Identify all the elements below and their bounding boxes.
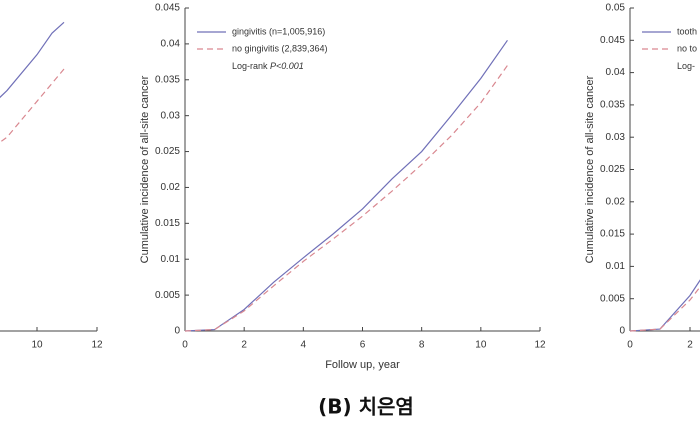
x-tick-label: 12 xyxy=(91,340,103,351)
legend-label: gingivitis (n=1,005,916) xyxy=(232,26,325,36)
y-tick-label: 0.04 xyxy=(606,67,626,78)
legend-label: no to xyxy=(677,43,697,53)
y-tick-label: 0.05 xyxy=(606,3,626,14)
y-tick-label: 0.045 xyxy=(155,3,180,14)
x-tick-label: 6 xyxy=(360,340,366,351)
x-tick-label: 8 xyxy=(419,340,425,351)
legend-label: tooth xyxy=(677,26,697,36)
y-tick-label: 0 xyxy=(619,326,625,337)
y-tick-label: 0.015 xyxy=(600,229,625,240)
x-tick-label: 2 xyxy=(241,340,247,351)
x-tick-label: 0 xyxy=(182,340,188,351)
y-tick-label: 0.01 xyxy=(606,261,626,272)
series-line xyxy=(184,39,508,332)
y-tick-label: 0.02 xyxy=(161,182,181,193)
x-tick-label: 0 xyxy=(627,340,633,351)
y-tick-label: 0.005 xyxy=(155,290,180,301)
y-tick-label: 0.03 xyxy=(161,110,181,121)
y-tick-label: 0.005 xyxy=(600,293,625,304)
caption: (B) 치은염 xyxy=(318,395,414,419)
annotation: Log- xyxy=(677,61,695,71)
y-tick-label: 0.035 xyxy=(155,74,180,85)
legend-label: no gingivitis (2,839,364) xyxy=(232,43,328,53)
y-tick-label: 0.015 xyxy=(155,218,180,229)
y-tick-label: 0.04 xyxy=(161,39,181,50)
x-tick-label: 10 xyxy=(475,340,487,351)
annotation: Log-rank P<0.001 xyxy=(232,61,304,71)
series-line xyxy=(184,65,508,332)
x-tick-label: 10 xyxy=(31,340,43,351)
y-tick-label: 0.02 xyxy=(606,196,626,207)
y-tick-label: 0.025 xyxy=(600,164,625,175)
series-line xyxy=(629,279,700,332)
x-tick-label: 4 xyxy=(301,340,307,351)
annotation-text: Log- xyxy=(677,61,695,71)
series-line xyxy=(0,68,65,143)
x-tick-label: 12 xyxy=(534,340,546,351)
annotation-text: Log-rank xyxy=(232,61,270,71)
y-tick-label: 0.045 xyxy=(600,35,625,46)
y-tick-label: 0.025 xyxy=(155,146,180,157)
series-line xyxy=(629,286,700,332)
x-tick-label: 2 xyxy=(687,340,693,351)
y-tick-label: 0.01 xyxy=(161,254,181,265)
annotation-emphasis: P<0.001 xyxy=(270,61,304,71)
y-tick-label: 0.035 xyxy=(600,100,625,111)
x-axis-title: Follow up, year xyxy=(325,359,400,371)
y-tick-label: 0 xyxy=(174,326,180,337)
series-line xyxy=(0,21,65,99)
y-axis-title: Cumulative incidence of all-site cancer xyxy=(584,75,596,263)
y-axis-title: Cumulative incidence of all-site cancer xyxy=(139,75,151,263)
y-tick-label: 0.03 xyxy=(606,132,626,143)
